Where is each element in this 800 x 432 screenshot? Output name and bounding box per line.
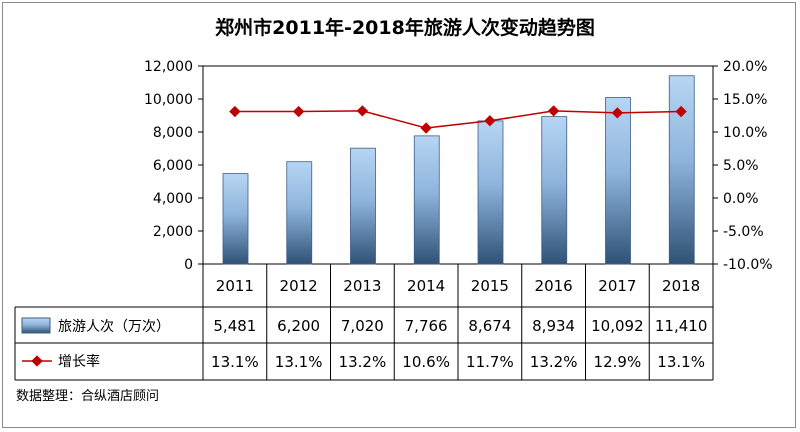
bar [541, 116, 568, 265]
line-data-label: 12.9% [594, 353, 642, 371]
legend-line-marker [31, 355, 43, 367]
y-right-tick-label: -10.0% [723, 257, 773, 273]
bar [350, 147, 376, 265]
y-right-tick-label: 5.0% [723, 158, 759, 174]
x-tick-label: 2018 [662, 277, 700, 295]
bar-data-label: 10,092 [591, 317, 644, 335]
line-data-label: 13.1% [275, 353, 323, 371]
y-right-tick-label: -5.0% [723, 224, 764, 240]
chart-title: 郑州市2011年-2018年旅游人次变动趋势图 [215, 16, 595, 39]
bar [477, 120, 504, 265]
y-right-tick-label: 10.0% [723, 125, 767, 141]
line-series [234, 110, 682, 129]
bar-data-label: 7,020 [341, 317, 384, 335]
source-note: 数据整理：合纵酒店顾问 [16, 389, 159, 404]
legend-bar-swatch [21, 317, 51, 334]
bar [668, 75, 695, 265]
bar-data-label: 11,410 [655, 317, 708, 335]
line-point [420, 122, 432, 134]
bar [222, 173, 249, 265]
bar-data-label: 5,481 [213, 317, 256, 335]
y-left-tick-label: 0 [184, 257, 193, 273]
line-data-label: 13.2% [339, 353, 387, 371]
x-tick-label: 2012 [280, 277, 318, 295]
y-left-tick-label: 6,000 [153, 158, 193, 174]
x-tick-label: 2015 [471, 277, 509, 295]
x-tick-label: 2013 [343, 277, 381, 295]
y-left-tick-label: 8,000 [153, 125, 193, 141]
bar-data-label: 6,200 [277, 317, 320, 335]
bar [413, 135, 440, 265]
line-data-label: 13.1% [211, 353, 259, 371]
y-left-tick-label: 2,000 [153, 224, 193, 240]
y-right-tick-label: 20.0% [723, 59, 767, 75]
x-tick-label: 2011 [216, 277, 254, 295]
y-right-tick-label: 15.0% [723, 92, 767, 108]
y-left-tick-label: 4,000 [153, 191, 193, 207]
y-left-tick-label: 12,000 [144, 59, 193, 75]
bar-data-label: 7,766 [405, 317, 448, 335]
bar [605, 97, 631, 265]
legend-line-label: 增长率 [58, 353, 100, 370]
x-tick-label: 2017 [598, 277, 636, 295]
line-data-label: 11.7% [466, 353, 514, 371]
legend-bar-label: 旅游人次（万次） [58, 319, 170, 335]
axes: 0 2,000 4,000 6,000 8,000 10,000 12,000 -10.0% -… [144, 59, 773, 273]
chart-frame [2, 2, 796, 428]
line-data-label: 10.6% [402, 353, 450, 371]
line-point [356, 105, 369, 117]
y-right-tick-label: 0.0% [723, 191, 759, 207]
line-data-label: 13.1% [657, 353, 705, 371]
plot-area [202, 65, 714, 265]
bar-data-label: 8,674 [468, 317, 511, 335]
line-point [229, 105, 241, 118]
x-tick-label: 2014 [407, 277, 445, 295]
bar-data-label: 8,934 [532, 317, 575, 335]
line-point [547, 105, 560, 117]
bar [286, 161, 313, 265]
line-point [292, 105, 305, 118]
y-left-tick-label: 10,000 [144, 92, 193, 108]
bars [222, 75, 695, 265]
x-tick-label: 2016 [535, 277, 573, 295]
line-data-label: 13.2% [530, 353, 578, 371]
data-table: 2011 2012 2013 2014 2015 2016 2017 2018 5,481 6,2… [14, 264, 714, 381]
